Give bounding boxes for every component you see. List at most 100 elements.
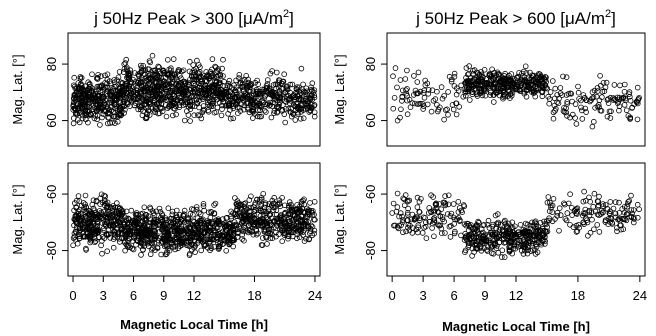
scatter-point [170, 112, 176, 119]
scatter-point [261, 204, 268, 211]
scatter-point [191, 219, 198, 225]
scatter-point [168, 65, 174, 71]
scatter-point [282, 209, 289, 216]
scatter-point [75, 80, 82, 86]
scatter-point [240, 81, 246, 87]
scatter-point [258, 195, 265, 201]
scatter-point [497, 79, 504, 86]
scatter-point [291, 96, 297, 103]
scatter-point [130, 94, 137, 100]
scatter-point [131, 102, 138, 109]
scatter-point [168, 222, 175, 228]
scatter-point [288, 204, 295, 211]
scatter-point [628, 192, 634, 199]
scatter-point [301, 201, 308, 208]
scatter-point [176, 67, 183, 74]
scatter-point [466, 63, 473, 69]
scatter-point [448, 78, 455, 85]
scatter-point [596, 97, 603, 104]
scatter-point [220, 56, 226, 63]
scatter-point [174, 207, 180, 214]
x-tick-18: 18 [247, 276, 262, 303]
scatter-point [404, 198, 411, 205]
scatter-point [179, 235, 185, 242]
scatter-point [507, 237, 514, 244]
scatter-point [598, 211, 604, 217]
scatter-point [86, 94, 93, 101]
scatter-point [130, 84, 137, 90]
scatter-point [127, 97, 133, 103]
scatter-point [485, 244, 491, 250]
scatter-point [269, 215, 275, 222]
scatter-point [193, 204, 200, 210]
scatter-point [630, 219, 637, 226]
scatter-point [230, 210, 236, 217]
scatter-point [522, 82, 529, 89]
scatter-point [123, 208, 130, 215]
scatter-point [299, 96, 306, 103]
scatter-point [431, 215, 438, 221]
scatter-point [210, 227, 217, 234]
scatter-point [621, 209, 628, 216]
scatter-point [161, 236, 168, 243]
scatter-point [241, 213, 248, 219]
scatter-point [591, 190, 598, 197]
scatter-point [293, 101, 300, 107]
scatter-point [90, 225, 97, 231]
scatter-point [164, 97, 170, 103]
scatter-point [104, 71, 111, 78]
scatter-point [569, 212, 575, 218]
scatter-point [502, 217, 508, 224]
scatter-point [458, 232, 464, 239]
scatter-point [110, 244, 117, 251]
plot-frame [67, 32, 321, 147]
scatter-point [109, 96, 116, 103]
scatter-point [218, 112, 225, 119]
scatter-point [587, 98, 593, 105]
scatter-point [155, 63, 162, 70]
scatter-point [220, 73, 226, 79]
scatter-point [242, 200, 249, 207]
scatter-point [203, 242, 209, 248]
scatter-point [268, 114, 275, 121]
scatter-point [624, 204, 630, 210]
scatter-point [404, 86, 410, 92]
scatter-point [392, 222, 398, 229]
scatter-point [88, 237, 94, 244]
scatter-point [103, 211, 110, 217]
scatter-point [135, 217, 141, 224]
scatter-point [219, 65, 225, 72]
scatter-point [517, 222, 524, 228]
scatter-point [275, 104, 282, 110]
scatter-point [628, 207, 635, 213]
scatter-point [604, 113, 611, 120]
scatter-point [308, 86, 315, 93]
scatter-point [280, 78, 287, 85]
x-axis-label: Magnetic Local Time [h] [120, 317, 268, 332]
scatter-point [225, 93, 231, 100]
scatter-point [206, 218, 213, 225]
scatter-point [83, 247, 89, 253]
scatter-point [501, 75, 508, 82]
scatter-point [230, 236, 237, 243]
scatter-point [293, 86, 300, 92]
scatter-point [306, 236, 312, 242]
scatter-point [445, 112, 451, 118]
scatter-point [589, 216, 595, 223]
scatter-point [546, 215, 552, 222]
panel-left-bottom: Mag. Lat. [°] -80 -60 0 3 6 9 12 18 24 M… [10, 162, 322, 332]
scatter-point [173, 234, 180, 241]
scatter-point [554, 209, 561, 216]
scatter-point [293, 216, 299, 222]
scatter-point [104, 248, 110, 255]
scatter-point [572, 115, 578, 121]
scatter-point [456, 104, 463, 110]
scatter-point [470, 67, 476, 74]
scatter-point [275, 84, 282, 91]
scatter-point [575, 83, 581, 90]
scatter-point [82, 110, 89, 116]
scatter-point [200, 103, 207, 109]
scatter-point [106, 115, 112, 121]
scatter-point [201, 207, 207, 214]
scatter-point [286, 204, 292, 211]
